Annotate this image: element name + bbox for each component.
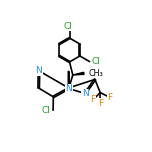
Text: F: F <box>90 95 95 104</box>
Text: N: N <box>65 84 72 93</box>
Text: N: N <box>36 66 42 75</box>
Polygon shape <box>73 72 84 75</box>
Text: F: F <box>98 98 103 107</box>
Text: CH₃: CH₃ <box>88 69 103 78</box>
Text: Cl: Cl <box>42 106 51 115</box>
Text: F: F <box>107 93 112 102</box>
Text: Cl: Cl <box>64 22 73 31</box>
Text: Cl: Cl <box>91 57 100 66</box>
Text: N: N <box>65 84 72 93</box>
Text: N: N <box>82 89 88 98</box>
